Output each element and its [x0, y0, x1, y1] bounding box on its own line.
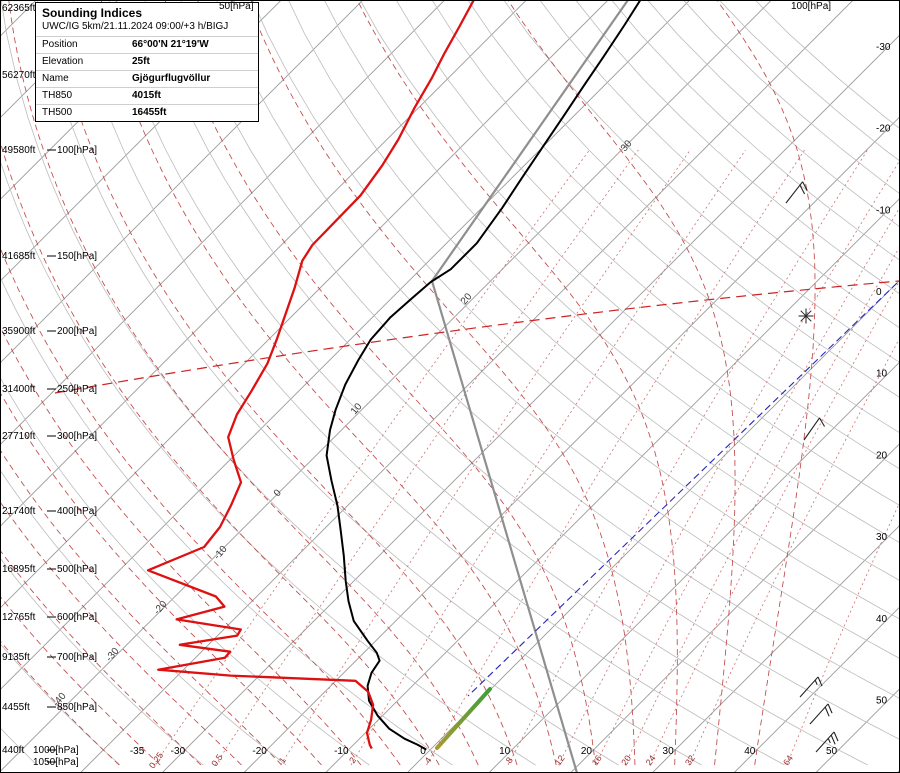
svg-text:49580ft: 49580ft: [2, 145, 36, 156]
svg-text:50: 50: [876, 696, 888, 707]
sounding-curves: [146, 0, 642, 751]
svg-text:12765ft: 12765ft: [2, 612, 36, 623]
row-value: 16455ft: [132, 107, 167, 118]
svg-text:-30: -30: [171, 746, 186, 757]
svg-text:400[hPa]: 400[hPa]: [57, 506, 97, 517]
sounding-indices-panel: Sounding Indices UWC/IG 5km/21.11.2024 0…: [35, 2, 259, 122]
svg-text:-20: -20: [252, 746, 267, 757]
svg-text:16: 16: [590, 753, 604, 767]
svg-text:35900ft: 35900ft: [2, 326, 36, 337]
row-label: Elevation: [42, 56, 84, 67]
svg-text:20: 20: [581, 746, 593, 757]
svg-text:100[hPa]: 100[hPa]: [57, 145, 97, 156]
svg-text:10: 10: [349, 401, 365, 417]
pressure-top-label-100: 100[hPa]: [791, 1, 832, 12]
wind-barbs: [785, 181, 839, 753]
temperature-curve: [325, 0, 642, 751]
svg-text:-10: -10: [212, 543, 230, 561]
svg-text:62365ft: 62365ft: [2, 3, 36, 14]
svg-text:300[hPa]: 300[hPa]: [57, 431, 97, 442]
svg-text:600[hPa]: 600[hPa]: [57, 612, 97, 623]
svg-text:40: 40: [876, 614, 888, 625]
row-label: TH850: [42, 90, 73, 101]
panel-row-name: Name Gjögurflugvöllur: [36, 70, 258, 87]
svg-text:0.25: 0.25: [147, 750, 165, 770]
svg-text:31400ft: 31400ft: [2, 384, 36, 395]
svg-text:20: 20: [876, 450, 888, 461]
row-label: TH500: [42, 107, 73, 118]
svg-text:4: 4: [423, 755, 434, 765]
row-value: Gjögurflugvöllur: [132, 73, 211, 84]
svg-text:50: 50: [826, 746, 838, 757]
svg-text:-20: -20: [876, 124, 891, 135]
svg-text:56270ft: 56270ft: [2, 70, 36, 81]
row-value: 4015ft: [132, 90, 161, 101]
svg-text:30: 30: [876, 532, 888, 543]
row-value: 66°00'N 21°19'W: [132, 39, 209, 50]
svg-text:2: 2: [347, 755, 358, 765]
svg-text:-10: -10: [334, 746, 349, 757]
svg-text:12: 12: [553, 753, 567, 767]
pressure-top-label-50: 50[hPa]: [219, 1, 254, 12]
svg-text:0.5: 0.5: [209, 752, 224, 768]
svg-text:10: 10: [876, 369, 888, 380]
svg-text:24: 24: [644, 753, 658, 767]
svg-text:32: 32: [683, 753, 697, 767]
svg-text:200[hPa]: 200[hPa]: [57, 326, 97, 337]
dewpoint-curve: [146, 0, 476, 750]
svg-text:9135ft: 9135ft: [2, 652, 30, 663]
parcel-segment: [435, 687, 492, 750]
moist-adiabat-lines: [0, 0, 816, 766]
svg-text:-35: -35: [130, 746, 145, 757]
svg-text:10: 10: [499, 746, 511, 757]
mixing-ratio-lines: [153, 149, 900, 766]
svg-text:27710ft: 27710ft: [2, 431, 36, 442]
svg-text:41685ft: 41685ft: [2, 251, 36, 262]
svg-text:150[hPa]: 150[hPa]: [57, 251, 97, 262]
svg-text:30: 30: [663, 746, 675, 757]
svg-text:500[hPa]: 500[hPa]: [57, 564, 97, 575]
svg-text:21740ft: 21740ft: [2, 506, 36, 517]
panel-row-elevation: Elevation 25ft: [36, 53, 258, 70]
svg-text:4455ft: 4455ft: [2, 702, 30, 713]
svg-text:700[hPa]: 700[hPa]: [57, 652, 97, 663]
svg-text:-30: -30: [876, 42, 891, 53]
svg-text:440ft: 440ft: [2, 745, 24, 756]
svg-text:40: 40: [744, 746, 756, 757]
svg-text:850[hPa]: 850[hPa]: [57, 702, 97, 713]
svg-text:250[hPa]: 250[hPa]: [57, 384, 97, 395]
svg-text:1: 1: [277, 755, 288, 765]
svg-text:0: 0: [272, 487, 284, 499]
row-label: Position: [42, 39, 78, 50]
panel-title: Sounding Indices: [42, 6, 143, 20]
svg-text:20: 20: [459, 291, 475, 307]
panel-row-position: Position 66°00'N 21°19'W: [36, 36, 258, 53]
row-label: Name: [42, 73, 69, 84]
panel-row-th850: TH850 4015ft: [36, 87, 258, 104]
panel-row-th500: TH500 16455ft: [36, 104, 258, 121]
row-value: 25ft: [132, 56, 150, 67]
svg-text:20: 20: [619, 753, 633, 767]
svg-text:-30: -30: [104, 645, 122, 663]
svg-text:0: 0: [420, 746, 426, 757]
svg-text:-20: -20: [152, 598, 170, 616]
svg-text:16895ft: 16895ft: [2, 564, 36, 575]
svg-text:-10: -10: [876, 205, 891, 216]
svg-text:0: 0: [876, 287, 882, 298]
svg-text:8: 8: [504, 755, 515, 765]
panel-subtitle: UWC/IG 5km/21.11.2024 09:00/+3 h/BIGJ: [42, 21, 229, 32]
svg-text:64: 64: [781, 753, 795, 767]
